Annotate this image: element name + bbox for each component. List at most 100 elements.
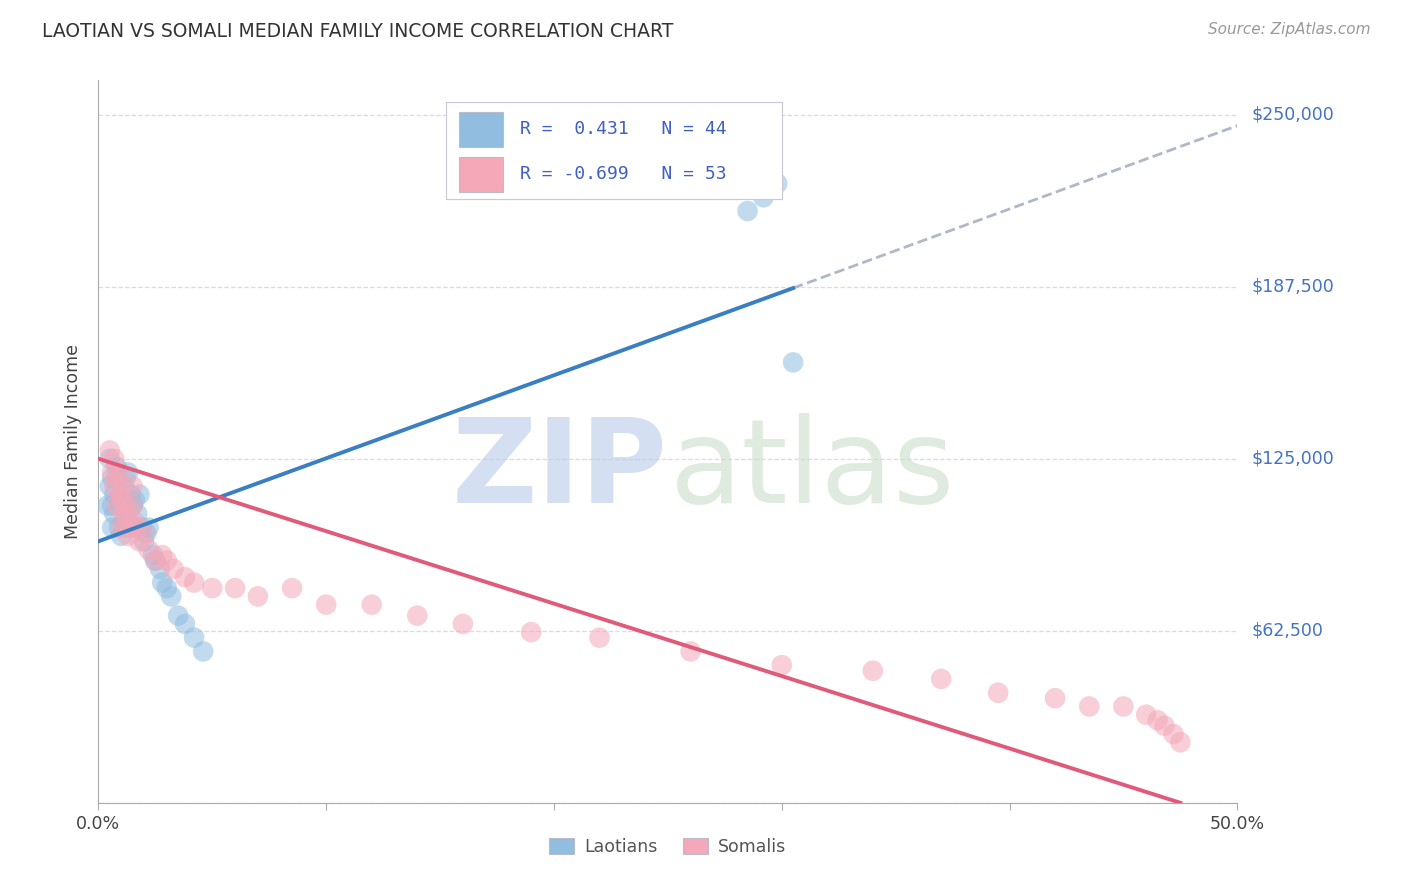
Point bbox=[112, 479, 135, 493]
Point bbox=[131, 520, 153, 534]
Point bbox=[782, 355, 804, 369]
Point bbox=[138, 542, 160, 557]
Point bbox=[112, 479, 135, 493]
Point bbox=[360, 598, 382, 612]
Point bbox=[246, 590, 269, 604]
Point bbox=[114, 471, 136, 485]
Y-axis label: Median Family Income: Median Family Income bbox=[65, 344, 83, 539]
Point bbox=[1043, 691, 1066, 706]
Point bbox=[315, 598, 337, 612]
Text: atlas: atlas bbox=[671, 413, 956, 528]
Point bbox=[114, 499, 136, 513]
Point bbox=[124, 520, 146, 534]
Point bbox=[98, 451, 121, 466]
Point bbox=[1078, 699, 1101, 714]
Point bbox=[105, 471, 128, 485]
Point bbox=[114, 520, 136, 534]
Point bbox=[193, 644, 215, 658]
Point bbox=[1135, 707, 1157, 722]
Point bbox=[588, 631, 610, 645]
Point bbox=[1153, 719, 1175, 733]
Point bbox=[114, 499, 136, 513]
Point bbox=[105, 460, 128, 475]
Point bbox=[112, 507, 135, 521]
Legend: Laotians, Somalis: Laotians, Somalis bbox=[543, 830, 793, 863]
Point bbox=[110, 499, 132, 513]
Point bbox=[1146, 713, 1168, 727]
Point bbox=[770, 658, 793, 673]
Point bbox=[132, 526, 155, 541]
Point bbox=[862, 664, 884, 678]
Point bbox=[1112, 699, 1135, 714]
Point bbox=[117, 466, 139, 480]
Point bbox=[174, 570, 197, 584]
Point bbox=[120, 487, 142, 501]
Point bbox=[150, 548, 173, 562]
Point bbox=[150, 575, 173, 590]
Point bbox=[167, 608, 190, 623]
Point bbox=[737, 204, 759, 219]
Point bbox=[101, 471, 124, 485]
Point bbox=[127, 520, 149, 534]
Point bbox=[138, 520, 160, 534]
Text: ZIP: ZIP bbox=[451, 413, 668, 528]
Point bbox=[98, 479, 121, 493]
Text: $187,500: $187,500 bbox=[1251, 277, 1334, 296]
Point bbox=[766, 177, 789, 191]
Point bbox=[162, 562, 184, 576]
Point bbox=[142, 548, 165, 562]
Point bbox=[121, 479, 143, 493]
Point bbox=[752, 190, 775, 204]
Point bbox=[149, 562, 172, 576]
Point bbox=[987, 686, 1010, 700]
Point bbox=[156, 581, 179, 595]
Point bbox=[1163, 727, 1185, 741]
Point bbox=[120, 520, 142, 534]
Point bbox=[108, 520, 131, 534]
Point bbox=[110, 529, 132, 543]
Point bbox=[406, 608, 429, 623]
Point bbox=[103, 451, 125, 466]
Point bbox=[679, 644, 702, 658]
Point bbox=[281, 581, 304, 595]
Point bbox=[110, 493, 132, 508]
Point bbox=[103, 479, 125, 493]
Point bbox=[145, 553, 167, 567]
Point bbox=[451, 616, 474, 631]
Point bbox=[117, 507, 139, 521]
Point bbox=[156, 553, 179, 567]
Point bbox=[132, 534, 155, 549]
Point bbox=[108, 466, 131, 480]
Point bbox=[117, 529, 139, 543]
Point bbox=[124, 515, 146, 529]
Point bbox=[121, 499, 143, 513]
Point bbox=[145, 553, 167, 567]
Point bbox=[98, 443, 121, 458]
Point bbox=[103, 487, 125, 501]
Point bbox=[96, 499, 118, 513]
Point bbox=[105, 499, 128, 513]
Point bbox=[121, 499, 143, 513]
Point bbox=[108, 487, 131, 501]
Text: $125,000: $125,000 bbox=[1251, 450, 1334, 467]
Point bbox=[108, 493, 131, 508]
Text: $62,500: $62,500 bbox=[1251, 622, 1323, 640]
Point bbox=[110, 520, 132, 534]
Point bbox=[105, 471, 128, 485]
Point bbox=[183, 631, 205, 645]
Point bbox=[101, 466, 124, 480]
Text: Source: ZipAtlas.com: Source: ZipAtlas.com bbox=[1208, 22, 1371, 37]
Point bbox=[101, 520, 124, 534]
Point bbox=[101, 499, 124, 513]
Point bbox=[929, 672, 952, 686]
Point bbox=[174, 616, 197, 631]
Point bbox=[520, 625, 543, 640]
Point bbox=[201, 581, 224, 595]
Point bbox=[183, 575, 205, 590]
Text: $250,000: $250,000 bbox=[1251, 105, 1334, 124]
Point bbox=[117, 512, 139, 526]
Point bbox=[103, 507, 125, 521]
Point bbox=[135, 526, 157, 541]
Point bbox=[160, 590, 183, 604]
Text: LAOTIAN VS SOMALI MEDIAN FAMILY INCOME CORRELATION CHART: LAOTIAN VS SOMALI MEDIAN FAMILY INCOME C… bbox=[42, 22, 673, 41]
